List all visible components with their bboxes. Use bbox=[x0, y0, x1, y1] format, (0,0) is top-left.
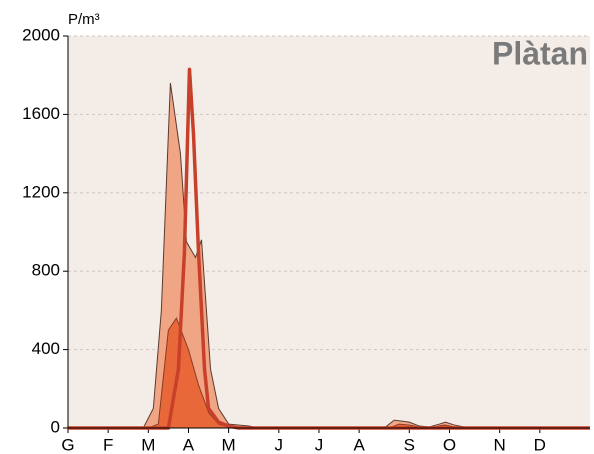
y-tick-label: 400 bbox=[32, 339, 60, 358]
x-tick-label: A bbox=[353, 435, 365, 454]
x-tick-label: D bbox=[534, 435, 546, 454]
series-line bbox=[68, 67, 590, 430]
x-tick-label: M bbox=[222, 435, 236, 454]
y-tick-label: 2000 bbox=[22, 25, 60, 44]
x-tick-label: S bbox=[404, 435, 415, 454]
y-tick-label: 1200 bbox=[22, 182, 60, 201]
plot-area bbox=[68, 36, 590, 428]
y-tick-label: 1600 bbox=[22, 104, 60, 123]
y-tick-label: 800 bbox=[32, 261, 60, 280]
y-tick-label: 0 bbox=[51, 417, 60, 436]
chart-title: Plàtan bbox=[492, 35, 588, 71]
x-tick-label: M bbox=[141, 435, 155, 454]
x-tick-label: F bbox=[103, 435, 113, 454]
x-tick-label: G bbox=[61, 435, 74, 454]
series-area bbox=[68, 82, 590, 429]
x-tick-label: A bbox=[183, 435, 195, 454]
x-tick-label: O bbox=[443, 435, 456, 454]
x-tick-label: J bbox=[275, 435, 284, 454]
x-tick-label: J bbox=[315, 435, 324, 454]
x-tick-label: N bbox=[494, 435, 506, 454]
y-axis-label: P/m³ bbox=[68, 11, 100, 28]
